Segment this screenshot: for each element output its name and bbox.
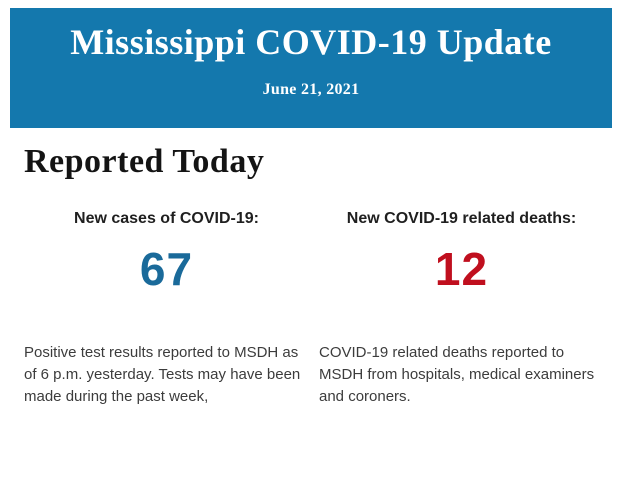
- stat-card-deaths: New COVID-19 related deaths: 12 COVID-19…: [319, 209, 604, 408]
- stat-card-new-cases: New cases of COVID-19: 67 Positive test …: [24, 209, 309, 408]
- stat-description-deaths: COVID-19 related deaths reported to MSDH…: [319, 344, 595, 406]
- stat-description-new-cases: Positive test results reported to MSDH a…: [24, 344, 301, 406]
- stat-label-new-cases: New cases of COVID-19:: [74, 210, 259, 228]
- newsletter-date: June 21, 2021: [262, 81, 360, 98]
- header-banner: Mississippi COVID-19 Update June 21, 202…: [10, 8, 612, 128]
- stats-row: New cases of COVID-19: 67 Positive test …: [24, 209, 604, 408]
- main-content: Reported Today New cases of COVID-19: 67…: [0, 142, 620, 408]
- section-heading: Reported Today: [24, 143, 265, 180]
- stat-value-deaths: 12: [434, 243, 489, 296]
- stat-label-deaths: New COVID-19 related deaths:: [346, 210, 577, 228]
- stat-value-new-cases: 67: [139, 243, 194, 296]
- newsletter-title: Mississippi COVID-19 Update: [70, 22, 552, 62]
